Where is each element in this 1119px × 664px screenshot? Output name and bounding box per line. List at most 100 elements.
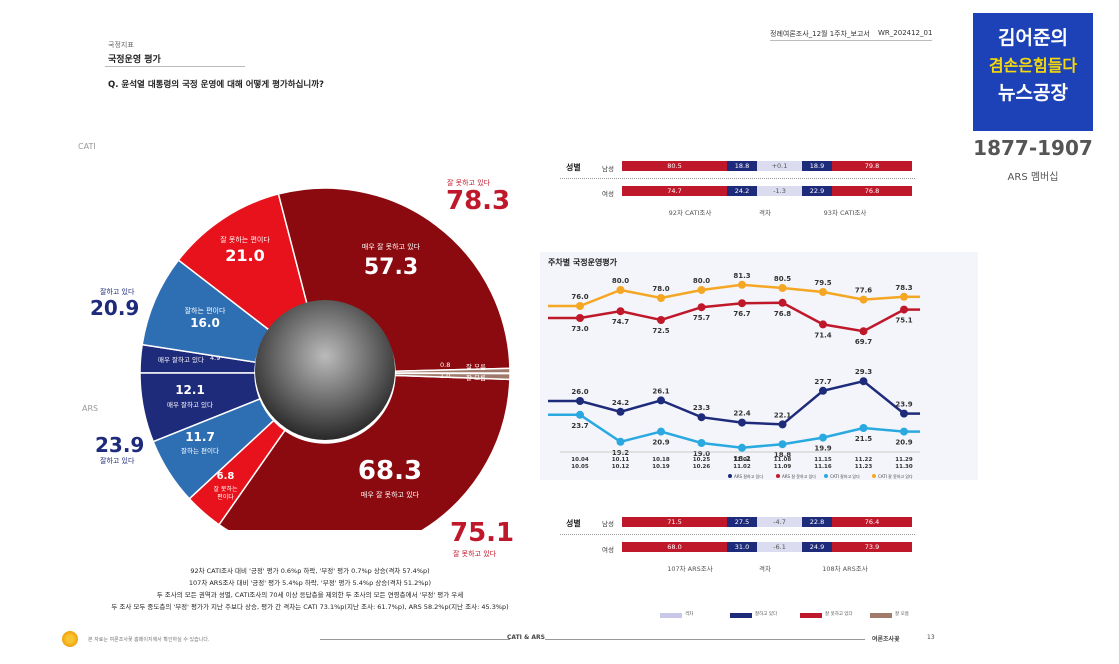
series-point xyxy=(697,303,706,312)
ars-pos-total: 23.9 xyxy=(95,433,145,457)
data-label: 76.8 xyxy=(774,310,791,318)
brand-phone: 1877-1907 xyxy=(973,136,1093,160)
series-point xyxy=(738,443,746,452)
ars-bad-label-1: 잘 못하는 xyxy=(213,486,238,493)
x-tick-label: 10.12 xyxy=(612,464,630,470)
x-tick-label: 11.15 xyxy=(814,457,832,463)
x-tick-label: 10.11 xyxy=(612,457,630,463)
series-point xyxy=(819,320,827,329)
cati-compare-a-value: 80.5 xyxy=(622,161,727,171)
compare-foot-left: 107차 ARS조사 xyxy=(667,565,713,573)
series-point xyxy=(576,410,584,419)
data-label: 74.7 xyxy=(612,318,629,326)
row-label: 남성 xyxy=(602,520,614,528)
series-point xyxy=(900,292,908,301)
ars-bad-label-2: 편이다 xyxy=(217,494,234,501)
brand-sub: ARS 멤버십 xyxy=(1007,172,1059,183)
series-point xyxy=(859,295,868,304)
series-point xyxy=(697,439,706,447)
cati-compare-c-value: 22.9 xyxy=(802,186,832,196)
brand-line1: 김어준의 xyxy=(998,27,1068,49)
series-point xyxy=(616,437,625,446)
series-point xyxy=(900,305,908,314)
cati-compare-d-value: 76.8 xyxy=(832,186,912,196)
top-divider xyxy=(770,40,932,41)
series-point xyxy=(778,284,787,292)
weekly-chart-panel xyxy=(540,252,978,480)
legend-label: 잘 못하고 있다 xyxy=(825,612,853,617)
x-tick-label: 10.19 xyxy=(652,464,670,470)
weekly-chart-title: 주차별 국정운영평가 xyxy=(548,258,618,267)
note-line: 92차 CATI조사 대비 '긍정' 평가 0.6%p 하락, '부정' 평가 … xyxy=(190,567,430,575)
data-label: 20.9 xyxy=(895,439,912,447)
legend-label: 잘하고 있다 xyxy=(755,612,778,617)
series-point xyxy=(697,286,706,294)
cati-compare-b-value: 18.8 xyxy=(727,161,757,171)
footer-line xyxy=(320,639,510,640)
x-tick-label: 10.25 xyxy=(693,457,711,463)
series-point xyxy=(819,433,827,442)
data-label: 76.7 xyxy=(733,310,750,318)
x-tick-label: 11.02 xyxy=(733,464,751,470)
brand-logo: 김어준의 겸손은힘들다 뉴스공장 xyxy=(973,13,1093,131)
compare-head: 성별 xyxy=(566,519,581,528)
x-tick-label: 10.05 xyxy=(571,464,589,470)
series-point xyxy=(738,280,746,289)
ars-very-bad-value: 68.3 xyxy=(357,456,423,486)
series-point xyxy=(576,302,584,310)
ars-compare-b-value: 27.5 xyxy=(727,517,757,527)
footer-page: 13 xyxy=(927,634,935,641)
ars-very-bad-label: 매우 잘 못하고 있다 xyxy=(360,491,420,499)
ars-compare-c-value: 22.8 xyxy=(802,517,832,527)
x-tick-label: 11.29 xyxy=(895,457,913,463)
cati-compare-d-value: 79.8 xyxy=(832,161,912,171)
cati-very-bad-label: 매우 잘 못하고 있다 xyxy=(361,243,421,251)
bottom-legend: 격차 잘하고 있다 잘 못하고 있다 잘 모름 xyxy=(660,610,920,624)
legend-label: ARS 잘하고 있다 xyxy=(734,473,763,479)
ars-compare-diff-value: -6.1 xyxy=(757,542,802,552)
row-label: 여성 xyxy=(602,190,614,198)
series-point xyxy=(738,418,746,427)
report-code: WR_202412_01 xyxy=(878,29,933,37)
ars-bad-slice xyxy=(188,419,286,526)
notes-block: 92차 CATI조사 대비 '긍정' 평가 0.6%p 하락, '부정' 평가 … xyxy=(80,565,540,613)
legend-marker xyxy=(872,474,876,478)
data-label: 23.3 xyxy=(693,404,710,412)
series-point xyxy=(616,307,625,316)
ars-dk-value: 1.0 xyxy=(440,372,451,380)
series-point xyxy=(859,377,868,386)
data-label: 19.0 xyxy=(693,450,710,458)
legend-label: 잘 모름 xyxy=(895,612,909,617)
cati-compare-a-value: 74.7 xyxy=(622,186,727,196)
data-label: 22.1 xyxy=(774,411,791,419)
series-point xyxy=(819,386,827,395)
row-label: 남성 xyxy=(602,165,614,173)
ars-compare-d-value: 76.4 xyxy=(832,517,912,527)
data-label: 20.9 xyxy=(652,439,669,447)
ars-neg-total-label: 잘 못하고 있다 xyxy=(453,550,497,558)
ars-compare-c-value: 24.9 xyxy=(802,542,832,552)
footer-right: 여론조사꽃 xyxy=(872,636,900,643)
data-label: 76.0 xyxy=(571,293,588,301)
brand-line3: 뉴스공장 xyxy=(998,82,1068,104)
data-label: 18.8 xyxy=(774,451,791,459)
data-label: 26.1 xyxy=(652,387,669,395)
data-label: 71.4 xyxy=(814,331,831,339)
cati-neg-total: 78.3 xyxy=(446,186,511,216)
section-label: 국정지표 xyxy=(108,41,134,49)
series-point xyxy=(616,407,625,416)
data-label: 29.3 xyxy=(855,368,872,376)
ars-dk-label: 잘 모름 xyxy=(466,374,487,382)
data-label: 81.3 xyxy=(733,272,750,280)
ars-pos-total-label: 잘하고 있다 xyxy=(100,457,135,465)
series-point xyxy=(657,316,665,324)
compare-foot-right: 93차 CATI조사 xyxy=(823,209,867,217)
cati-neg-total-label: 잘 못하고 있다 xyxy=(447,179,491,187)
data-label: 78.3 xyxy=(895,284,912,292)
note-line: 두 조사의 모든 권역과 성별, CATI조사의 70세 이상 응답층을 제외한… xyxy=(156,591,464,599)
cati-very-good-label: 매우 잘하고 있다 xyxy=(158,356,204,364)
data-label: 26.0 xyxy=(571,388,588,396)
series-point xyxy=(819,288,827,296)
cati-compare-diff-value: +0.1 xyxy=(757,161,802,171)
brand-line2: 겸손은힘들다 xyxy=(988,56,1078,75)
